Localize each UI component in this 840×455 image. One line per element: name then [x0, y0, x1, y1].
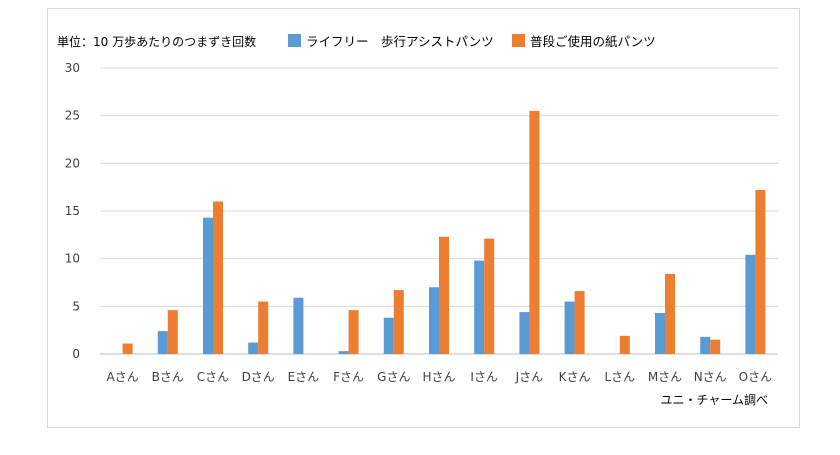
bar-lifree-3 — [248, 342, 259, 354]
bar-regular-8 — [484, 238, 495, 354]
y-tick-label-25: 25 — [65, 109, 80, 123]
legend-label-lifree: ライフリー 歩行アシストパンツ — [306, 34, 494, 49]
x-tick-label-12: Mさん — [648, 370, 682, 384]
legend-label-regular: 普段ご使用の紙パンツ — [530, 34, 656, 49]
bar-regular-2 — [213, 201, 223, 354]
x-tick-label-0: Aさん — [106, 370, 138, 384]
x-tick-label-2: Cさん — [197, 370, 229, 384]
x-tick-label-4: Eさん — [288, 370, 320, 384]
y-tick-label-0: 0 — [72, 347, 80, 361]
bar-regular-11 — [619, 335, 630, 354]
bars — [122, 110, 766, 355]
bar-regular-3 — [258, 301, 269, 354]
x-tick-label-3: Dさん — [242, 370, 275, 384]
x-tick-label-5: Fさん — [333, 370, 364, 384]
x-tick-label-1: Bさん — [152, 370, 184, 384]
y-tick-label-10: 10 — [65, 252, 80, 266]
bar-lifree-2 — [203, 217, 213, 354]
x-tick-label-10: Kさん — [559, 370, 591, 384]
x-tick-label-13: Nさん — [694, 370, 727, 384]
x-tick-label-7: Hさん — [422, 370, 455, 384]
bar-lifree-5 — [338, 351, 349, 354]
bar-regular-5 — [348, 310, 359, 354]
x-tick-label-6: Gさん — [377, 370, 410, 384]
bar-lifree-14 — [745, 254, 756, 354]
bar-regular-1 — [167, 310, 178, 354]
bar-lifree-1 — [157, 331, 168, 354]
bar-regular-0 — [122, 343, 133, 354]
bar-lifree-6 — [383, 317, 394, 354]
bar-regular-7 — [439, 236, 449, 354]
bar-lifree-9 — [519, 312, 530, 354]
bar-regular-14 — [755, 190, 766, 354]
y-tick-label-15: 15 — [65, 204, 80, 218]
bar-lifree-12 — [655, 313, 665, 354]
bar-regular-6 — [393, 290, 404, 354]
y-tick-label-20: 20 — [65, 156, 80, 170]
y-tick-label-5: 5 — [72, 299, 80, 313]
bar-lifree-10 — [564, 301, 575, 354]
chart-frame — [47, 8, 800, 428]
x-tick-label-11: Lさん — [604, 370, 635, 384]
x-tick-label-14: Oさん — [739, 370, 772, 384]
legend-swatch-lifree — [288, 34, 301, 47]
x-tick-label-9: Jさん — [515, 370, 544, 384]
x-axis-ticks: Aさん Bさん Cさん Dさん Eさん Fさん Gさん Hさん Iさん Jさん Kさん Lさん Mさん N… — [106, 370, 772, 384]
unit-label: 単位：10 万歩あたりのつまずき回数 — [57, 34, 256, 49]
bar-lifree-8 — [474, 260, 485, 354]
bar-regular-13 — [710, 339, 721, 354]
source-note: ユニ・チャーム調べ — [660, 393, 768, 407]
bar-regular-9 — [529, 110, 540, 355]
legend-swatch-regular — [512, 34, 525, 47]
y-axis-ticks: 0 5 10 15 20 25 30 — [65, 61, 80, 361]
bar-lifree-13 — [700, 336, 711, 354]
bar-lifree-4 — [293, 297, 304, 354]
bar-regular-12 — [665, 273, 675, 354]
x-tick-label-8: Iさん — [470, 370, 498, 384]
y-tick-label-30: 30 — [65, 61, 80, 75]
bar-regular-10 — [574, 291, 585, 354]
bar-lifree-7 — [429, 287, 439, 354]
